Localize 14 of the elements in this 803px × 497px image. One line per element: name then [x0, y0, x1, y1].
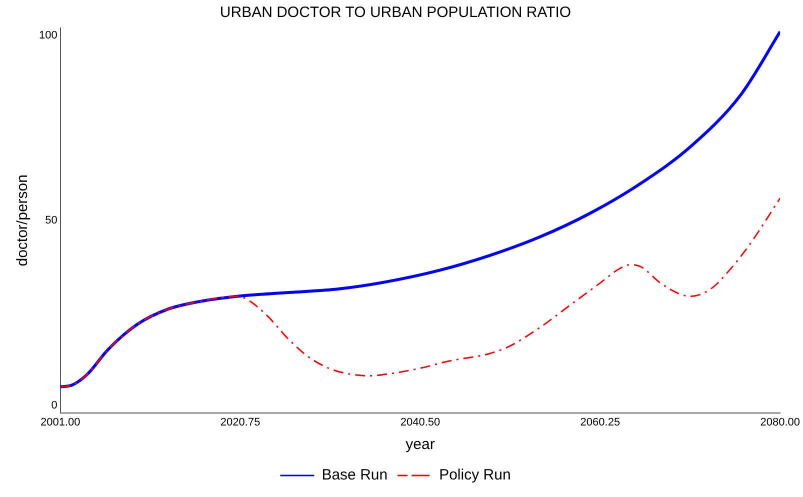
x-tick-label: 2080.00 [760, 416, 800, 428]
x-tick-label: 2001.00 [40, 416, 80, 428]
legend-label: Base Run [322, 466, 388, 484]
y-axis-title: doctor/person [14, 174, 32, 266]
x-tick-label: 2040.50 [400, 416, 440, 428]
legend-label: Policy Run [439, 466, 511, 484]
x-tick-label: 2020.75 [220, 416, 260, 428]
y-tick-label: 100 [38, 29, 58, 42]
x-tick-label: 2060.25 [580, 416, 620, 428]
y-tick-label: 50 [45, 214, 58, 226]
chart-title: URBAN DOCTOR TO URBAN POPULATION RATIO [220, 4, 572, 22]
line-series [60, 197, 780, 388]
y-tick-label: 0 [51, 399, 58, 412]
x-axis-title: year [406, 436, 435, 454]
